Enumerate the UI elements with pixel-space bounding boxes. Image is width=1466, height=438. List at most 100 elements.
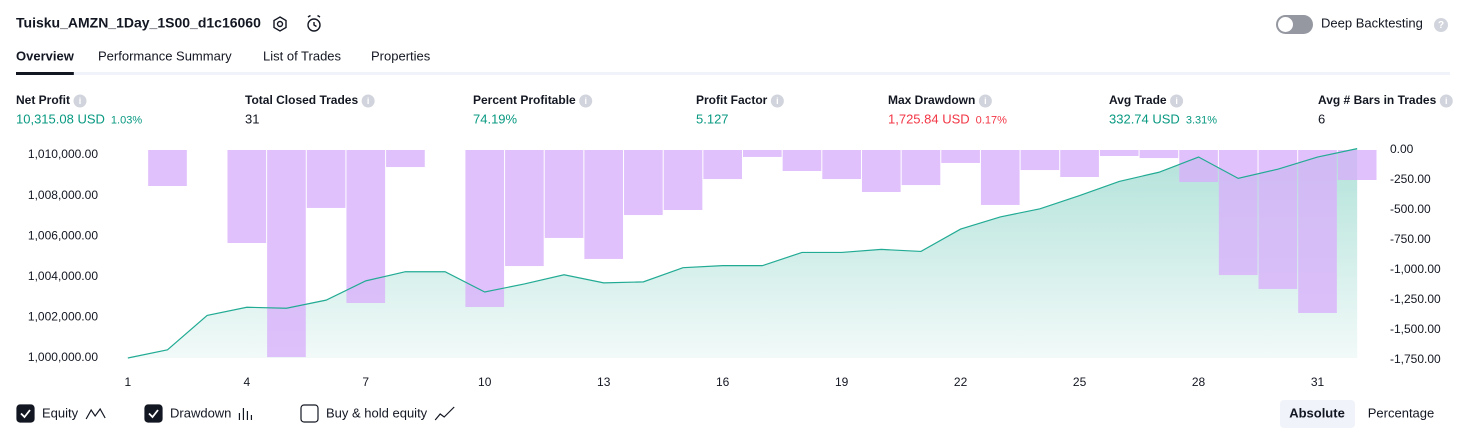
tab[interactable]: Overview [16, 48, 75, 63]
drawdown-bar [306, 150, 346, 208]
metric-value: 6 [1318, 111, 1325, 126]
scale-button-bg [1280, 400, 1355, 428]
deep-backtesting-toggle[interactable] [1276, 15, 1313, 34]
y2-tick-label: -1,250.00 [1390, 292, 1441, 306]
active-tab-underline [16, 72, 74, 75]
svg-text:?: ? [1438, 20, 1444, 31]
info-icon[interactable] [361, 94, 375, 108]
drawdown-bar [782, 150, 822, 171]
metric-value: 74.19% [473, 111, 518, 126]
drawdown-bar [822, 150, 861, 180]
metric-percent: 0.17% [976, 114, 1007, 126]
tab[interactable]: Properties [371, 48, 431, 63]
drawdown-bar [901, 150, 941, 186]
help-icon[interactable]: ? [1434, 18, 1448, 32]
legend-icon [85, 407, 106, 420]
drawdown-bar [1179, 150, 1218, 183]
y-tick-label: 1,008,000.00 [28, 188, 98, 202]
checkbox[interactable] [144, 404, 163, 423]
toggle-label: Deep Backtesting [1321, 15, 1423, 30]
y2-tick-label: 0.00 [1390, 142, 1414, 156]
equity-line [127, 148, 1358, 359]
x-tick-label: 16 [716, 375, 730, 389]
info-glyph: i [1175, 96, 1178, 106]
y2-tick-label: -1,750.00 [1390, 352, 1441, 366]
equity-area [127, 148, 1358, 358]
drawdown-bar [227, 150, 267, 243]
info-glyph: i [367, 96, 370, 106]
drawdown-bar [1099, 150, 1139, 156]
info-icon[interactable] [1170, 94, 1184, 108]
metric-label: Avg Trade [1109, 93, 1167, 107]
y-tick-label: 1,006,000.00 [28, 228, 98, 242]
metric-label: Percent Profitable [473, 93, 576, 107]
alert-icon[interactable] [307, 14, 321, 32]
drawdown-bar [148, 150, 187, 186]
drawdown-bar [465, 150, 505, 307]
scale-button[interactable]: Percentage [1368, 405, 1435, 420]
drawdown-bar [980, 150, 1020, 205]
drawdown-bar [743, 150, 782, 157]
x-tick-label: 10 [478, 375, 492, 389]
drawdown-bar [861, 150, 901, 192]
metric-value: 1,725.84 USD [888, 111, 970, 126]
drawdown-bar [1020, 150, 1060, 171]
info-glyph: i [984, 96, 987, 106]
drawdown-bar [941, 150, 980, 163]
metric-value: 31 [245, 111, 259, 126]
metric-label: Profit Factor [696, 93, 768, 107]
metric-percent: 3.31% [1186, 114, 1217, 126]
checkbox[interactable] [300, 404, 319, 423]
scale-button[interactable]: Absolute [1289, 405, 1345, 420]
x-tick-label: 13 [597, 375, 611, 389]
metric-label: Total Closed Trades [245, 93, 358, 107]
checkbox[interactable] [16, 404, 35, 423]
tab[interactable]: List of Trades [263, 48, 342, 63]
y2-tick-label: -750.00 [1390, 232, 1431, 246]
drawdown-bar [1298, 150, 1337, 313]
legend-label[interactable]: Drawdown [170, 405, 231, 420]
drawdown-bar [346, 150, 386, 303]
tab-divider [16, 72, 1450, 75]
x-tick-label: 4 [243, 375, 250, 389]
x-tick-label: 19 [835, 375, 849, 389]
info-icon[interactable] [1439, 94, 1453, 108]
info-icon[interactable] [579, 94, 593, 108]
metric-label: Max Drawdown [888, 93, 975, 107]
x-tick-label: 7 [362, 375, 369, 389]
drawdown-bar [624, 150, 663, 216]
x-tick-label: 25 [1073, 375, 1087, 389]
y-tick-label: 1,010,000.00 [28, 147, 98, 161]
y2-tick-label: -500.00 [1390, 202, 1431, 216]
info-icon[interactable] [770, 94, 784, 108]
legend-icon [434, 406, 455, 421]
check-mark [20, 409, 31, 419]
y2-tick-label: -1,000.00 [1390, 262, 1441, 276]
info-icon[interactable] [73, 94, 87, 108]
info-icon[interactable] [978, 94, 992, 108]
legend-label[interactable]: Equity [42, 405, 79, 420]
check-mark [148, 409, 159, 419]
drawdown-bar [584, 150, 624, 259]
y-tick-label: 1,000,000.00 [28, 350, 98, 364]
drawdown-bar [505, 150, 544, 267]
info-glyph: i [79, 96, 82, 106]
info-glyph: i [584, 96, 587, 106]
drawdown-bar [1060, 150, 1099, 177]
metric-label: Avg # Bars in Trades [1318, 93, 1437, 107]
settings-icon[interactable] [273, 16, 287, 32]
metric-value: 332.74 USD [1109, 111, 1180, 126]
x-tick-label: 28 [1192, 375, 1206, 389]
drawdown-bar [663, 150, 703, 210]
drawdown-bar [267, 150, 306, 358]
y2-tick-label: -1,500.00 [1390, 322, 1441, 336]
x-tick-label: 31 [1311, 375, 1325, 389]
legend-label[interactable]: Buy & hold equity [326, 405, 428, 420]
x-tick-label: 22 [954, 375, 968, 389]
drawdown-bar [544, 150, 584, 238]
drawdown-bar [1337, 150, 1377, 180]
tab[interactable]: Performance Summary [98, 48, 232, 63]
drawdown-bar [1139, 150, 1179, 159]
